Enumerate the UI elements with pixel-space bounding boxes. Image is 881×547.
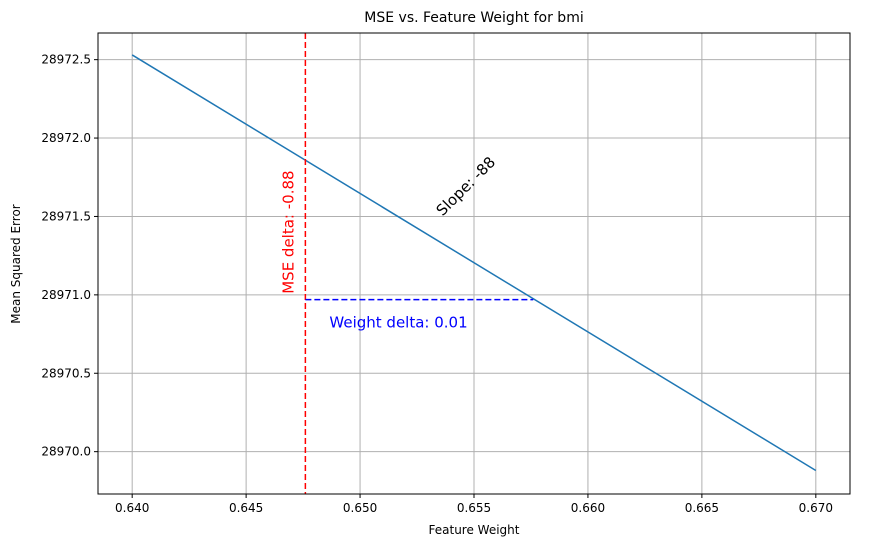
y-tick-label: 28970.5 [41, 366, 91, 380]
x-tick-label: 0.670 [799, 501, 833, 515]
series-layer [131, 54, 817, 472]
x-tick-label: 0.660 [571, 501, 605, 515]
weight-delta-label: Weight delta: 0.01 [329, 314, 467, 332]
annotations [304, 33, 534, 494]
series-line [131, 54, 817, 472]
y-tick-label: 28972.0 [41, 131, 91, 145]
grid [98, 33, 850, 494]
y-tick-label: 28972.5 [41, 53, 91, 67]
ticks: 0.640 0.645 0.650 0.655 0.660 0.665 0.670 28970… [41, 53, 833, 515]
y-axis-label: Mean Squared Error [9, 204, 23, 324]
x-tick-label: 0.655 [457, 501, 491, 515]
y-tick-label: 28970.0 [41, 445, 91, 459]
x-tick-label: 0.640 [115, 501, 149, 515]
x-tick-label: 0.665 [685, 501, 719, 515]
x-tick-label: 0.650 [343, 501, 377, 515]
y-tick-label: 28971.0 [41, 288, 91, 302]
x-axis-label: Feature Weight [429, 523, 520, 537]
y-tick-label: 28971.5 [41, 209, 91, 223]
chart-title: MSE vs. Feature Weight for bmi [364, 10, 583, 26]
mse-delta-label: MSE delta: -0.88 [279, 170, 297, 293]
x-tick-label: 0.645 [229, 501, 263, 515]
